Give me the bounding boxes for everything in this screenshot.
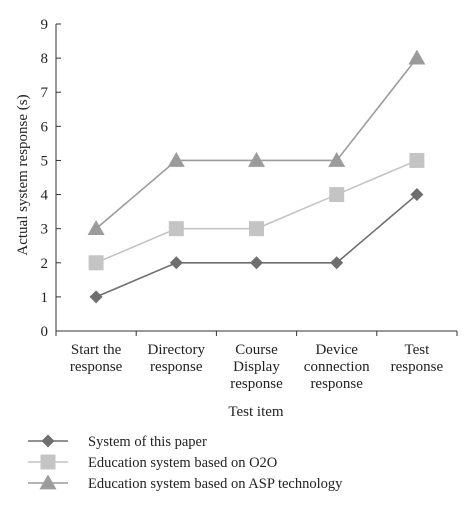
y-tick-label: 8 [41, 51, 49, 67]
y-tick-label: 3 [41, 222, 49, 238]
legend-marker-diamond [41, 434, 55, 448]
y-axis-title: Actual system response (s) [15, 94, 31, 255]
data-point [409, 152, 425, 168]
y-tick-label: 1 [41, 290, 49, 306]
series-line [95, 57, 418, 230]
series-triangle [87, 49, 426, 236]
legend-item: Education system based on ASP technology [28, 474, 343, 492]
series-line [95, 159, 418, 264]
data-point [250, 256, 263, 270]
data-point [248, 151, 265, 167]
data-point [330, 256, 344, 270]
series-diamond [89, 188, 424, 304]
axes [55, 23, 458, 336]
series-line [95, 193, 418, 298]
x-tick-label: Device connection response [304, 342, 370, 392]
data-point [168, 221, 184, 237]
data-point [169, 256, 183, 270]
legend-label: System of this paper [88, 434, 207, 450]
legend-item: System of this paper [28, 434, 207, 450]
data-point [408, 49, 426, 65]
y-tick-label: 9 [41, 17, 49, 33]
legend-marker-triangle [39, 474, 57, 490]
y-tick-label: 4 [41, 188, 49, 204]
y-tick-label: 7 [41, 85, 49, 101]
data-point [167, 151, 185, 167]
tick-labels: 0 1 2 3 4 5 6 7 8 9 Start the response Directory resp… [41, 17, 444, 392]
data-point [87, 220, 105, 236]
x-tick-label: Course Display response [230, 342, 283, 392]
data-point [89, 290, 103, 304]
data-point [410, 188, 424, 202]
data-point [88, 255, 104, 271]
x-axis-title: Test item [228, 404, 284, 420]
x-tick-label: Start the response [70, 342, 123, 375]
series-layer [87, 49, 426, 304]
x-tick-label: Directory response [148, 342, 206, 375]
legend-label: Education system based on ASP technology [88, 476, 343, 492]
data-point [328, 151, 346, 167]
legend-item: Education system based on O2O [28, 454, 277, 471]
series-square [88, 152, 425, 271]
data-point [249, 221, 264, 237]
y-tick-label: 0 [41, 324, 49, 340]
data-point [329, 187, 345, 203]
y-tick-label: 5 [41, 153, 49, 169]
y-tick-label: 6 [41, 119, 49, 135]
legend: System of this paper Education system bas… [28, 434, 343, 492]
y-tick-label: 2 [41, 256, 49, 272]
legend-label: Education system based on O2O [88, 455, 277, 471]
x-tick-label: Test response [391, 342, 444, 375]
legend-marker-square [40, 454, 56, 470]
